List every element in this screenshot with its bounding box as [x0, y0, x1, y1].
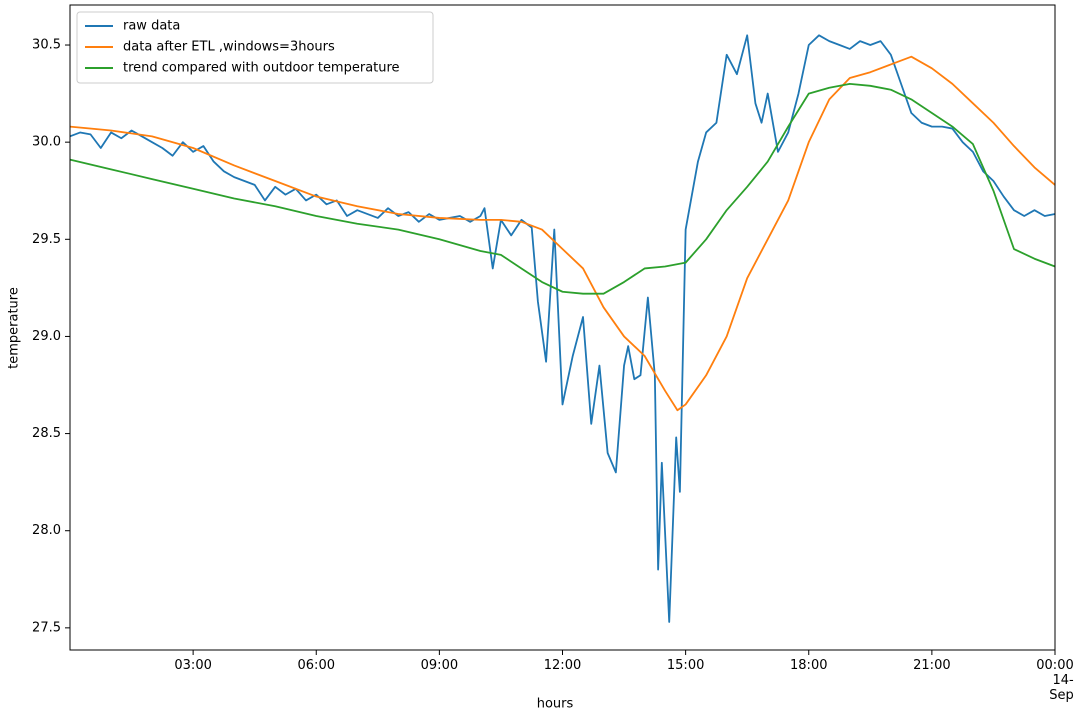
plot-frame	[69, 4, 1056, 651]
y-tick-label: 28.0	[32, 523, 61, 538]
x-tick-label: 18:00	[790, 658, 828, 673]
y-tick-label: 30.5	[32, 38, 61, 53]
y-tick-label: 28.5	[32, 426, 61, 441]
legend-label: raw data	[123, 19, 180, 34]
y-tick-label: 29.5	[32, 232, 61, 247]
y-tick-label: 30.0	[32, 135, 61, 150]
y-tick-label: 27.5	[32, 620, 61, 635]
x-tick-label: 15:00	[666, 658, 705, 673]
series-line	[69, 55, 1056, 412]
x-tick-label: 21:00	[913, 658, 951, 673]
x-tick-label: 06:00	[297, 658, 335, 673]
x-tick-label: 03:00	[174, 658, 212, 673]
legend-label: trend compared with outdoor temperature	[123, 61, 400, 76]
x-tick-label: 09:00	[420, 658, 459, 673]
x-tick-label: 00:00 14-Sep	[1036, 658, 1074, 703]
y-axis-label: temperature	[7, 287, 22, 369]
legend-box	[76, 11, 434, 84]
y-tick-label: 29.0	[32, 329, 61, 344]
series-line	[69, 82, 1056, 295]
legend-label: data after ETL ,windows=3hours	[123, 40, 335, 55]
series-line	[69, 34, 1056, 623]
x-tick-label: 12:00	[543, 658, 582, 673]
x-axis-label: hours	[537, 697, 574, 712]
